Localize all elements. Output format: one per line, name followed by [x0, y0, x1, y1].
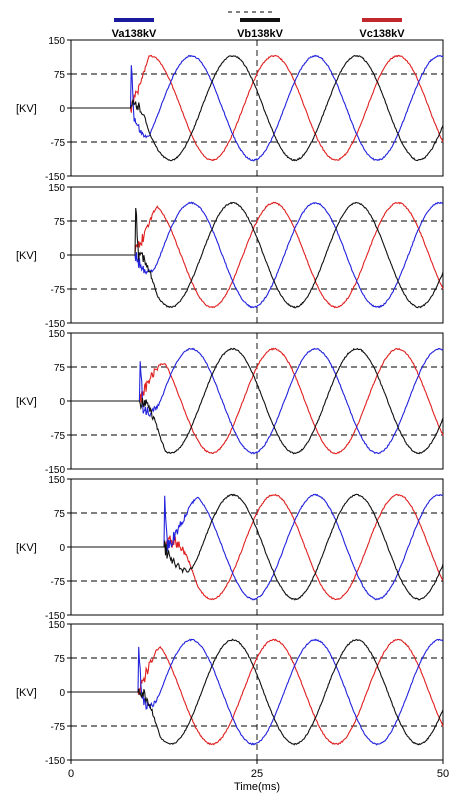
legend-label: Vb138kV — [237, 28, 284, 40]
y-tick-label: 150 — [48, 475, 65, 486]
y-tick-label: -150 — [45, 172, 65, 183]
y-tick-label: -150 — [45, 465, 65, 476]
x-tick-label: 25 — [251, 768, 263, 780]
y-tick-label: -75 — [51, 138, 66, 149]
panel-1: -150 -75 0 75 150 [KV] — [16, 36, 444, 183]
y-tick-label: -150 — [45, 611, 65, 622]
y-tick-label: 75 — [54, 509, 66, 520]
y-tick-label: 150 — [48, 183, 65, 194]
legend-label: Vc138kV — [359, 28, 405, 40]
series-vb-line — [71, 493, 444, 601]
y-axis-label: [KV] — [16, 687, 37, 699]
y-tick-label: -150 — [45, 319, 65, 330]
x-tick-label: 0 — [68, 768, 74, 780]
y-tick-label: 75 — [54, 217, 66, 228]
y-tick-label: 75 — [54, 654, 66, 665]
y-tick-label: 150 — [48, 329, 65, 340]
y-tick-label: 0 — [59, 397, 65, 408]
series-vb-line — [71, 201, 444, 309]
y-tick-label: -75 — [51, 577, 66, 588]
y-axis-label: [KV] — [16, 542, 37, 554]
x-tick-label: 50 — [437, 768, 449, 780]
series-vb-line — [71, 55, 444, 162]
series-vb-line — [71, 347, 444, 455]
y-tick-label: 150 — [48, 36, 65, 47]
y-tick-label: 75 — [54, 363, 66, 374]
y-tick-label: 0 — [59, 251, 65, 262]
panel-2: -150 -75 0 75 150 [KV] — [16, 183, 444, 330]
series-vb-line — [71, 638, 444, 746]
y-tick-label: 150 — [48, 620, 65, 631]
legend: Va138kV Vb138kV Vc138kV — [112, 11, 405, 40]
x-axis: 0 25 50 Time(ms) — [68, 760, 449, 793]
y-axis-label: [KV] — [16, 396, 37, 408]
y-tick-label: 0 — [59, 688, 65, 699]
y-axis-label: [KV] — [16, 250, 37, 262]
y-tick-label: 75 — [54, 70, 66, 81]
y-tick-label: 0 — [59, 104, 65, 115]
panels: -150 -75 0 75 150 [KV] -150 -75 0 75 150 [KV] -150 -7… — [16, 36, 444, 767]
panel-4: -150 -75 0 75 150 [KV] — [16, 475, 444, 622]
y-tick-label: -75 — [51, 431, 66, 442]
y-axis-label: [KV] — [16, 103, 37, 115]
y-tick-label: -75 — [51, 722, 66, 733]
panel-3: -150 -75 0 75 150 [KV] — [16, 329, 444, 476]
y-tick-label: -75 — [51, 285, 66, 296]
legend-label: Va138kV — [112, 28, 157, 40]
x-axis-label: Time(ms) — [234, 781, 280, 793]
y-tick-label: 0 — [59, 543, 65, 554]
y-tick-label: -150 — [45, 756, 65, 767]
series-va-line — [71, 54, 444, 162]
panel-5: -150 -75 0 75 150 [KV] — [16, 620, 444, 767]
